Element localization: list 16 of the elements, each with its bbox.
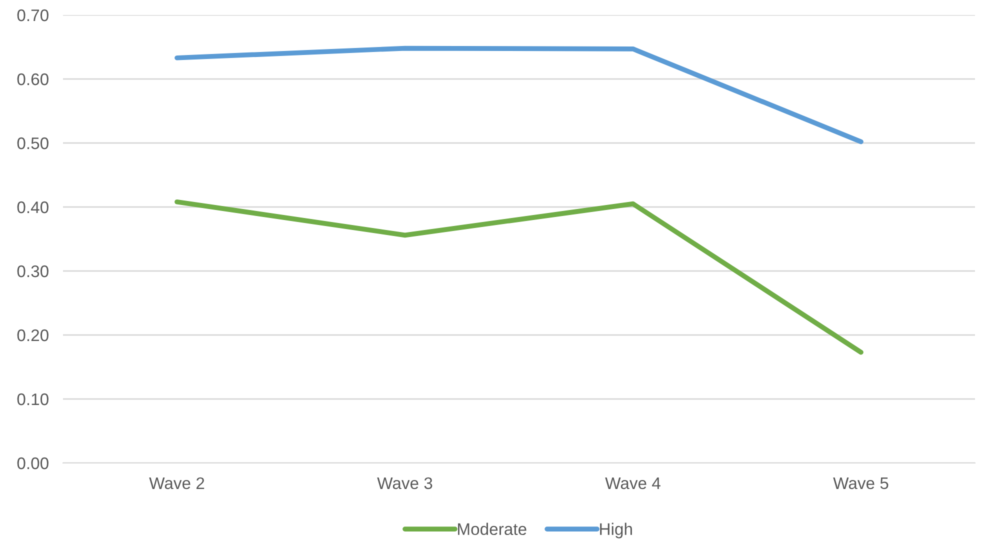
x-tick-label: Wave 3 [377, 477, 432, 490]
y-tick-label: 0.40 [17, 201, 48, 214]
y-tick-label: 0.60 [17, 73, 48, 86]
y-tick-label: 0.70 [17, 9, 48, 22]
y-tick-label: 0.00 [17, 457, 48, 470]
legend-label: Moderate [458, 522, 526, 536]
x-tick-label: Wave 2 [149, 477, 204, 490]
y-tick-label: 0.10 [17, 393, 48, 406]
y-tick-label: 0.30 [17, 265, 48, 278]
legend-label: High [600, 522, 632, 538]
x-tick-label: Wave 5 [833, 478, 888, 490]
y-tick-label: 0.20 [17, 329, 48, 342]
y-tick-label: 0.50 [17, 137, 48, 150]
line-series [174, 46, 864, 144]
line-series [174, 199, 864, 355]
x-tick-label: Wave 4 [605, 478, 660, 490]
